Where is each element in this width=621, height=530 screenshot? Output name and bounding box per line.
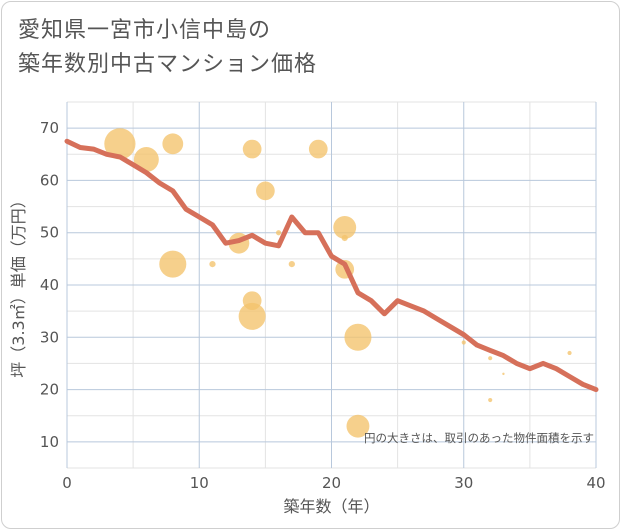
bubble-series <box>104 128 572 438</box>
y-tick-label: 60 <box>40 171 59 189</box>
x-axis-title: 築年数（年） <box>283 497 379 516</box>
bubble-point <box>276 230 282 236</box>
y-tick-label: 30 <box>40 328 59 346</box>
chart-title: 愛知県一宮市小信中島の 築年数別中古マンション価格 <box>18 14 317 82</box>
bubble-point <box>104 128 136 160</box>
y-tick-label: 50 <box>40 224 59 242</box>
x-tick-label: 40 <box>586 474 605 492</box>
bubble-point <box>159 250 187 278</box>
y-tick-label: 20 <box>40 381 59 399</box>
bubble-point <box>238 302 266 330</box>
bubble-point <box>344 323 372 351</box>
tick-labels: 0 10 20 30 40 10 20 30 40 50 60 70 <box>40 119 606 492</box>
trend-line <box>64 138 599 393</box>
bubble-point <box>488 397 493 403</box>
size-annotation: 円の大きさは、取引のあった物件面積を示す <box>364 431 594 445</box>
trend-series <box>64 138 599 393</box>
x-tick-label: 10 <box>190 474 209 492</box>
bubble-point <box>333 216 357 239</box>
bubble-point <box>502 372 505 376</box>
y-tick-label: 70 <box>40 119 59 137</box>
bubble-point <box>488 356 493 361</box>
x-tick-label: 0 <box>62 474 72 492</box>
bubble-point <box>288 260 295 268</box>
bubble-point <box>242 139 262 159</box>
bubble-point <box>346 414 370 438</box>
bubble-point <box>256 181 275 201</box>
x-tick-label: 30 <box>454 474 473 492</box>
bubble-point <box>162 133 184 155</box>
y-axis-title: 坪（3.3㎡）単価（万円） <box>9 192 28 377</box>
bubble-point <box>341 234 348 242</box>
bubble-point <box>567 350 572 356</box>
bubble-point <box>461 340 466 345</box>
grid-lines <box>66 101 597 469</box>
x-tick-label: 20 <box>322 474 341 492</box>
bubble-point <box>133 147 159 172</box>
chart-title-line-1: 愛知県一宮市小信中島の <box>18 18 272 43</box>
chart-title-line-2: 築年数別中古マンション価格 <box>18 52 318 77</box>
bubble-point <box>308 139 328 159</box>
bubble-point <box>209 260 216 268</box>
y-tick-label: 10 <box>40 433 59 451</box>
y-tick-label: 40 <box>40 276 59 294</box>
